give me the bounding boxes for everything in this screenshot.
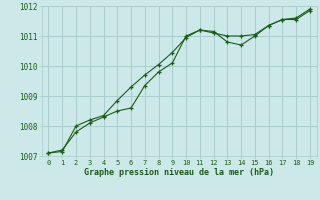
X-axis label: Graphe pression niveau de la mer (hPa): Graphe pression niveau de la mer (hPa) bbox=[84, 168, 274, 177]
